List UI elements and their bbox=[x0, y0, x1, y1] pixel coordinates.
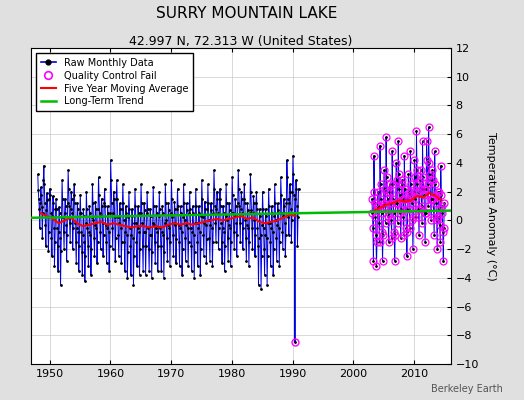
Legend: Raw Monthly Data, Quality Control Fail, Five Year Moving Average, Long-Term Tren: Raw Monthly Data, Quality Control Fail, … bbox=[36, 53, 193, 111]
Y-axis label: Temperature Anomaly (°C): Temperature Anomaly (°C) bbox=[486, 132, 496, 280]
Text: SURRY MOUNTAIN LAKE: SURRY MOUNTAIN LAKE bbox=[156, 6, 337, 21]
Text: Berkeley Earth: Berkeley Earth bbox=[431, 384, 503, 394]
Title: 42.997 N, 72.313 W (United States): 42.997 N, 72.313 W (United States) bbox=[129, 35, 353, 48]
